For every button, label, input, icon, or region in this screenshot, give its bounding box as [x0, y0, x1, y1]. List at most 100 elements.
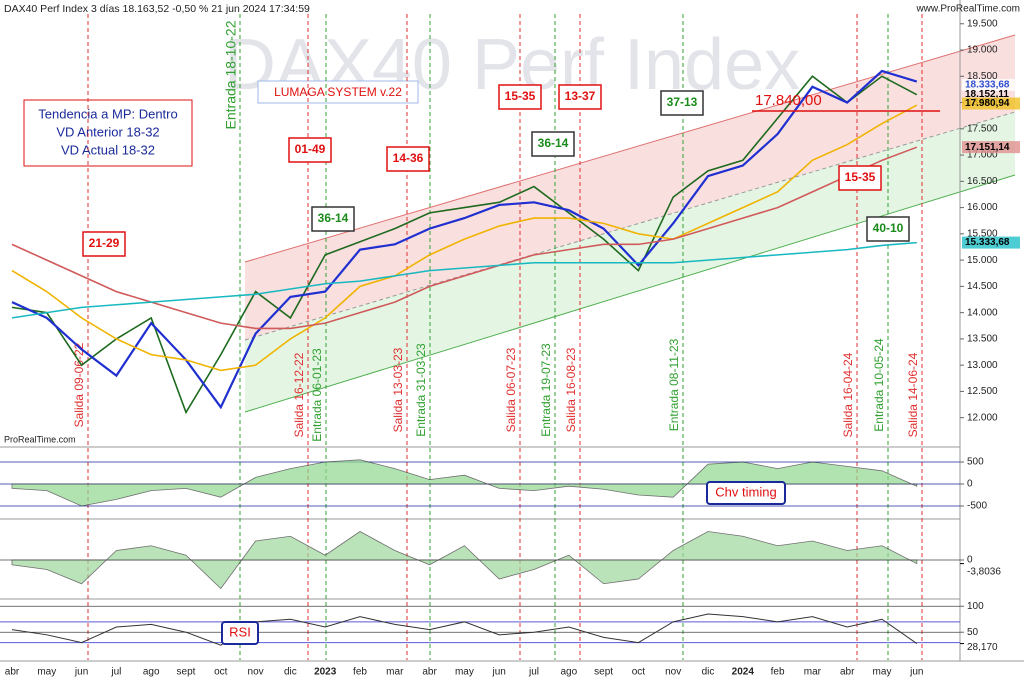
- x-tick-label: jul: [528, 667, 539, 678]
- box-label: 36-14: [318, 211, 349, 225]
- y-tick-label: 16.000: [967, 202, 998, 213]
- x-tick-label: jun: [492, 667, 506, 678]
- y-tick-label: 16.500: [967, 176, 998, 187]
- x-tick-label: nov: [665, 667, 681, 678]
- price-label: 18.333,68: [965, 80, 1010, 91]
- box-label: 21-29: [89, 236, 120, 250]
- y-tick-label: 0: [967, 555, 973, 566]
- y-tick-label: 13.500: [967, 334, 998, 345]
- signal-label: Salida 14-06-24: [906, 352, 920, 437]
- signal-box: [558, 84, 602, 110]
- x-tick-label: dic: [702, 667, 715, 678]
- series-line: [11, 104, 918, 372]
- box-label: 15-35: [845, 170, 876, 184]
- title-box: [706, 481, 786, 505]
- signal-label: Salida 13-03-23: [391, 347, 405, 432]
- x-tick-label: abr: [840, 667, 855, 678]
- x-tick-label: feb: [771, 667, 785, 678]
- signal-label: Salida 16-12-22: [292, 352, 306, 437]
- y-tick-label: 13.000: [967, 360, 998, 371]
- title-box: [221, 621, 259, 645]
- y-tick-label: 100: [967, 601, 984, 612]
- signal-label: Salida 16-04-24: [841, 352, 855, 437]
- last-label: 28,170: [967, 642, 998, 653]
- box-label: 01-49: [295, 142, 326, 156]
- x-tick-label: dic: [284, 667, 297, 678]
- x-tick-label: sept: [177, 667, 196, 678]
- panel-title: Chv timing: [715, 484, 776, 499]
- series-line: [11, 613, 918, 646]
- x-tick-label: may: [37, 667, 56, 678]
- box-label: 40-10: [873, 221, 904, 235]
- footer-site: ProRealTime.com: [4, 434, 76, 444]
- y-tick-label: 18.500: [967, 71, 998, 82]
- price-label: 15.333,68: [965, 237, 1010, 248]
- signal-box: [660, 90, 704, 116]
- y-tick-label: 0: [967, 479, 973, 490]
- price-label: 17.151,14: [965, 142, 1010, 153]
- last-label: -3,8036: [967, 566, 1001, 577]
- system-box: [257, 80, 419, 104]
- system: LUMAGA SYSTEM v.22: [274, 85, 402, 99]
- panel-title: RSI: [229, 624, 251, 639]
- signal-box: [82, 231, 126, 257]
- x-tick-label: jun: [909, 667, 923, 678]
- y-tick-label: 14.000: [967, 307, 998, 318]
- x-tick-label: may: [873, 667, 892, 678]
- signal-box: [498, 84, 542, 110]
- y-tick-label: 12.000: [967, 412, 998, 423]
- x-tick-label: jun: [74, 667, 88, 678]
- y-tick-label: 12.500: [967, 386, 998, 397]
- signal-box: [531, 131, 575, 157]
- y-tick-label: 500: [967, 457, 984, 468]
- y-tick-label: 17.000: [967, 150, 998, 161]
- x-tick-label: mar: [804, 667, 822, 678]
- box-label: 14-36: [393, 151, 424, 165]
- price-tag: [962, 79, 1020, 92]
- area: [11, 459, 918, 507]
- info: VD Actual 18-32: [61, 142, 155, 157]
- channel-bottom: [244, 174, 1016, 413]
- x-tick-label: 2023: [314, 667, 337, 678]
- x-tick-label: jul: [110, 667, 121, 678]
- site: www.ProRealTime.com: [915, 4, 1020, 15]
- signal-label: Entrada 18-10-22: [223, 20, 239, 129]
- info-box: [23, 99, 193, 167]
- y-tick-label: 17.500: [967, 123, 998, 134]
- x-tick-label: abr: [422, 667, 437, 678]
- signal-box: [866, 216, 910, 242]
- box-label: 37-13: [667, 95, 698, 109]
- box-label: 36-14: [538, 136, 569, 150]
- price-tag: [962, 141, 1020, 154]
- x-tick-label: feb: [353, 667, 367, 678]
- x-tick-label: oct: [214, 667, 228, 678]
- x-tick-label: may: [455, 667, 474, 678]
- y-tick-label: 15.000: [967, 255, 998, 266]
- price-label: 17.980,94: [965, 98, 1010, 109]
- signal-box: [838, 165, 882, 191]
- signal-box: [311, 206, 355, 232]
- signal-box: [288, 137, 332, 163]
- series-line: [11, 69, 918, 410]
- box-label: 15-35: [505, 89, 536, 103]
- x-tick-label: sept: [594, 667, 613, 678]
- info: VD Anterior 18-32: [56, 124, 159, 139]
- series-line: [11, 146, 918, 330]
- y-tick-label: 14.500: [967, 281, 998, 292]
- x-tick-label: nov: [248, 667, 264, 678]
- price-tag: [962, 236, 1020, 249]
- info: Tendencia a MP: Dentro: [38, 106, 177, 121]
- y-tick-label: 15.500: [967, 228, 998, 239]
- y-tick-label: 19.000: [967, 45, 998, 56]
- series-line: [11, 75, 918, 415]
- y-tick-label: 50: [967, 627, 979, 638]
- x-tick-label: ago: [143, 667, 160, 678]
- series-line: [11, 241, 917, 319]
- box-label: 13-37: [565, 89, 596, 103]
- header: DAX40 Perf Index 3 días 18.163,52 -0,50 …: [4, 3, 310, 15]
- signal-label: Salida 06-07-23: [504, 347, 518, 432]
- signal-box: [386, 146, 430, 172]
- signal-label: Salida 16-08-23: [564, 347, 578, 432]
- x-tick-label: oct: [632, 667, 646, 678]
